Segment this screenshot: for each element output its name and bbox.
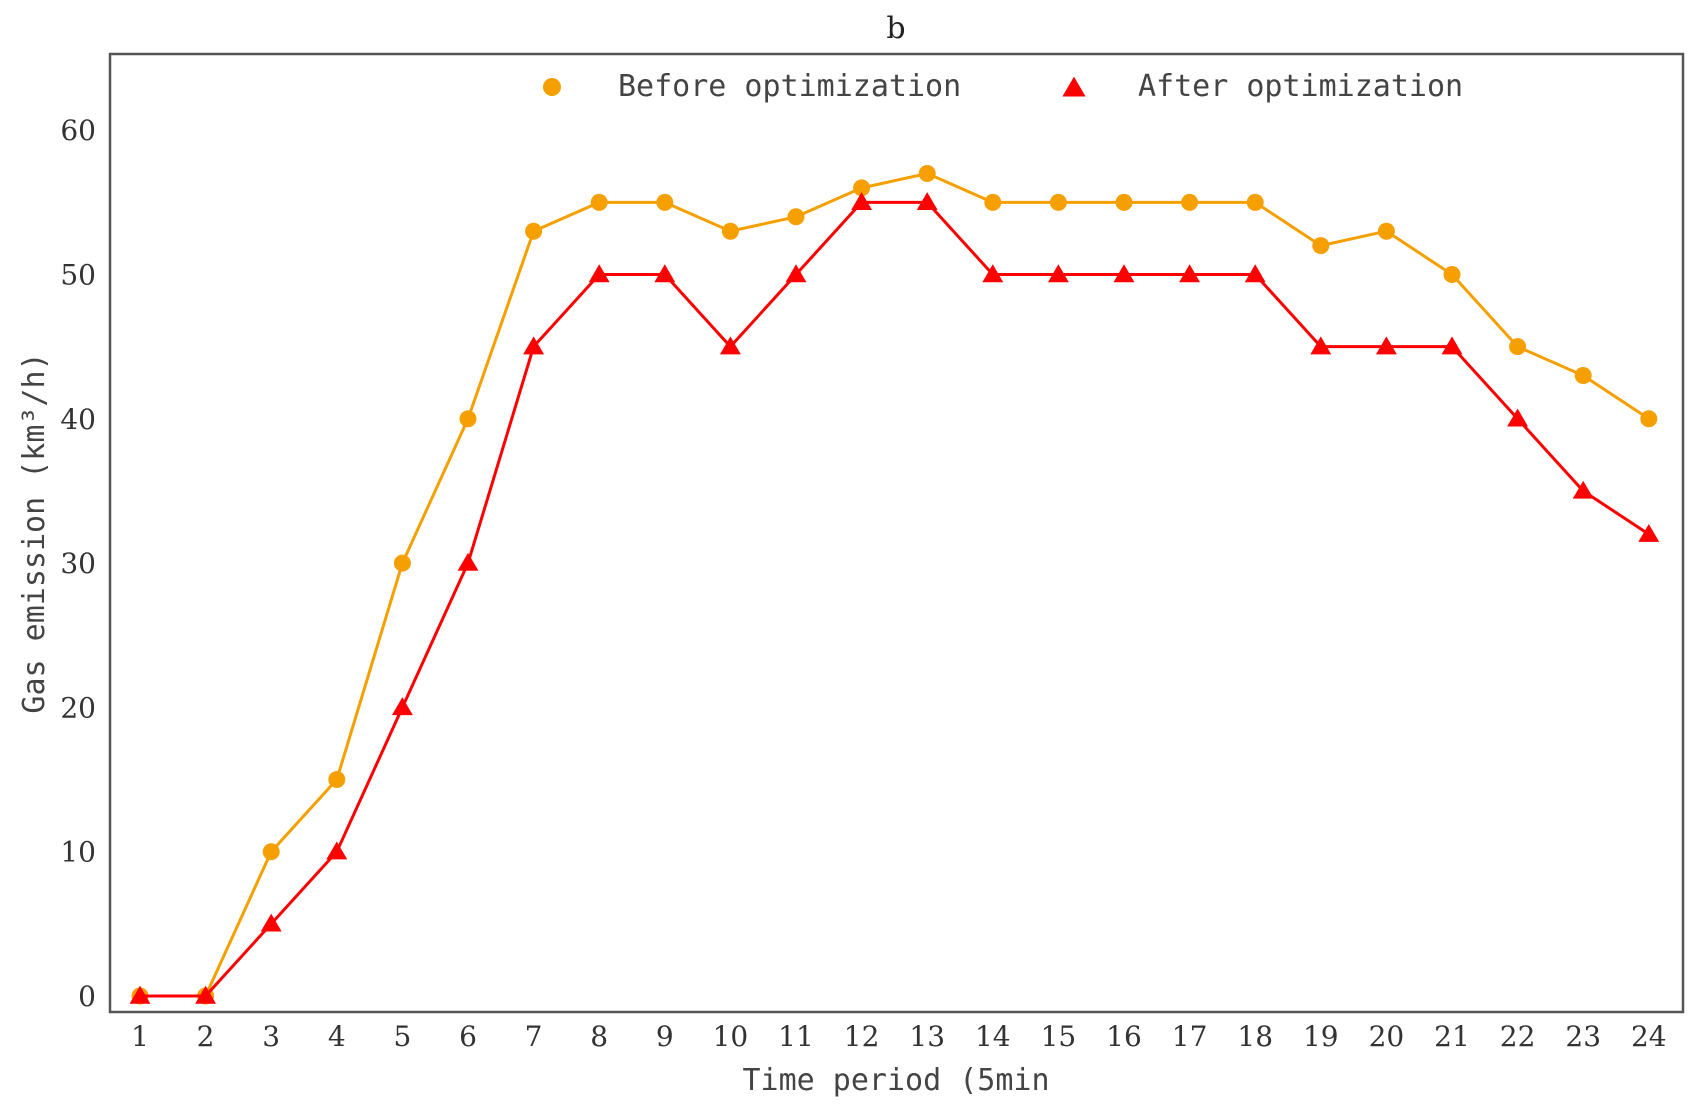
legend-label: After optimization	[1138, 69, 1463, 104]
data-point	[1179, 264, 1201, 283]
series-layer	[129, 164, 1660, 1005]
x-tick-label: 15	[1041, 1020, 1077, 1053]
x-tick-label: 8	[590, 1020, 608, 1053]
data-point	[1375, 336, 1397, 355]
data-point	[984, 193, 1002, 211]
y-axis-ticks: 0 10 20 30 40 50 60	[60, 114, 96, 1013]
x-tick-label: 20	[1369, 1020, 1405, 1053]
data-point	[1574, 367, 1592, 385]
data-point	[656, 193, 674, 211]
x-tick-label: 4	[328, 1020, 346, 1053]
legend-marker	[543, 78, 561, 96]
x-tick-label: 1	[131, 1020, 149, 1053]
data-point	[588, 264, 610, 283]
data-point	[1443, 266, 1461, 283]
y-tick-label: 60	[60, 114, 96, 147]
x-tick-label: 7	[525, 1020, 543, 1053]
data-point	[1244, 264, 1266, 283]
x-tick-label: 11	[778, 1020, 814, 1053]
data-point	[1113, 264, 1135, 283]
legend: Before optimization After optimization	[543, 69, 1463, 104]
x-tick-label: 22	[1500, 1020, 1536, 1053]
legend-label: Before optimization	[618, 69, 961, 104]
data-point	[1640, 410, 1658, 428]
x-tick-label: 9	[656, 1020, 674, 1053]
x-tick-label: 24	[1631, 1020, 1667, 1053]
data-point	[459, 410, 477, 428]
y-tick-label: 0	[78, 980, 96, 1013]
data-point	[1507, 408, 1529, 427]
data-point	[1181, 193, 1199, 211]
data-point	[326, 841, 348, 860]
data-point	[393, 554, 411, 572]
data-point	[1115, 193, 1133, 211]
data-point	[590, 193, 608, 211]
data-point	[1441, 336, 1463, 355]
x-tick-label: 12	[844, 1020, 880, 1053]
data-point	[1312, 237, 1330, 255]
x-tick-label: 14	[975, 1020, 1011, 1053]
data-point	[1049, 193, 1067, 211]
data-point	[982, 264, 1004, 283]
data-point	[654, 264, 676, 283]
data-point	[260, 913, 282, 932]
x-tick-label: 18	[1237, 1020, 1273, 1053]
data-point	[719, 336, 741, 355]
x-tick-label: 23	[1565, 1020, 1601, 1053]
x-tick-label: 3	[262, 1020, 280, 1053]
x-tick-label: 17	[1172, 1020, 1208, 1053]
y-axis-title: Gas emission (km³/h)	[17, 352, 52, 713]
x-tick-label: 19	[1303, 1020, 1339, 1053]
x-tick-label: 16	[1106, 1020, 1142, 1053]
data-point	[525, 222, 543, 240]
data-point	[1246, 193, 1264, 211]
data-point	[129, 985, 151, 1004]
x-tick-label: 6	[459, 1020, 477, 1053]
data-point	[918, 164, 936, 182]
data-point	[328, 771, 346, 789]
y-tick-label: 20	[60, 691, 96, 724]
y-tick-label: 30	[60, 547, 96, 580]
data-point	[523, 336, 545, 355]
data-point	[785, 264, 807, 283]
x-tick-label: 5	[393, 1020, 411, 1053]
data-point	[195, 985, 217, 1004]
x-tick-label: 13	[909, 1020, 945, 1053]
data-point	[262, 843, 280, 861]
x-tick-label: 10	[713, 1020, 749, 1053]
y-tick-label: 50	[60, 259, 96, 292]
x-axis-title: Time period (5min	[742, 1063, 1049, 1098]
data-point	[1638, 523, 1660, 542]
data-point	[1047, 264, 1069, 283]
plot-frame	[108, 52, 1685, 1014]
data-point	[391, 697, 413, 716]
data-point	[457, 552, 479, 571]
data-point	[787, 208, 805, 226]
y-tick-label: 10	[60, 836, 96, 869]
series-line	[140, 171, 1650, 998]
data-point	[853, 179, 871, 197]
data-point	[1509, 338, 1527, 356]
data-point	[1572, 480, 1594, 499]
data-point	[851, 192, 873, 211]
x-axis-ticks: 1 2 3 4 5 6 7 8 9 10 11 12 13 14 15 16 17 18 19 20 21 22 23 24	[131, 1020, 1667, 1053]
legend-marker	[1062, 76, 1086, 97]
y-tick-label: 40	[60, 403, 96, 436]
x-tick-label: 2	[197, 1020, 215, 1053]
series-line	[140, 200, 1650, 998]
chart-title: b	[886, 11, 905, 46]
data-point	[1310, 336, 1332, 355]
data-point	[1377, 222, 1395, 240]
data-point	[916, 192, 938, 211]
data-point	[721, 222, 739, 240]
x-tick-label: 21	[1434, 1020, 1470, 1053]
